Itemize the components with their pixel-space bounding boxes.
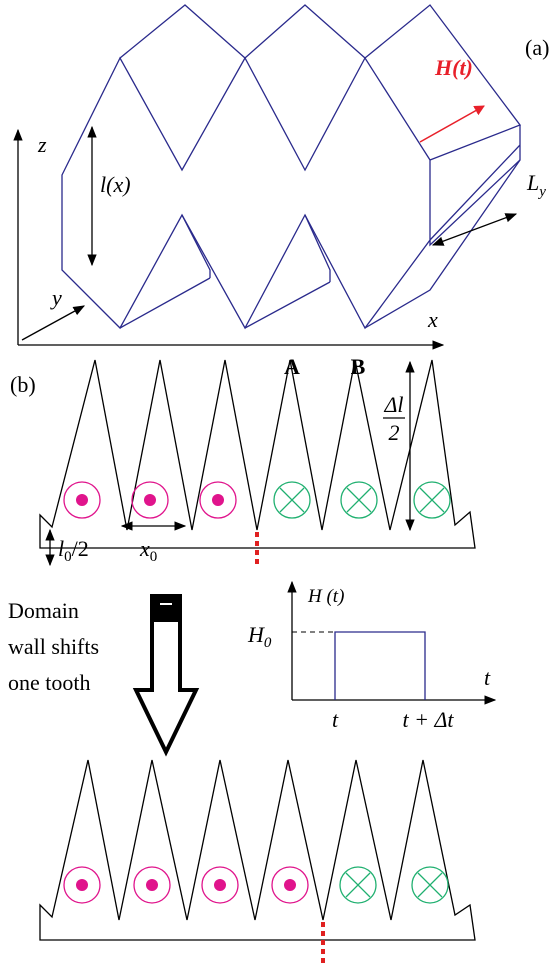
axis-label: z (37, 132, 47, 157)
period-label: x0 (139, 536, 157, 565)
level-main: H (247, 622, 265, 647)
caption-line: wall shifts (8, 634, 99, 659)
height-label: l(x) (100, 172, 131, 197)
shift-arrow (136, 594, 196, 752)
base-rest: /2 (72, 536, 89, 561)
axes-3d (18, 106, 516, 345)
panel-label: (a) (525, 35, 549, 60)
level-sub: 0 (264, 635, 272, 651)
amplitude-denominator: 2 (389, 420, 400, 445)
plot-x-label: t (484, 665, 491, 690)
strip-3d (62, 5, 520, 328)
width-label: Ly (526, 170, 546, 200)
caption-line: Domain (8, 598, 79, 623)
axis-label: x (427, 307, 438, 332)
period-sub: 0 (150, 549, 158, 565)
figure: (a) H(t) z l(x) Ly y x (b) A B Δl 2 l0/2… (0, 0, 557, 963)
period-main: x (139, 536, 150, 561)
width-label-sub: y (537, 184, 546, 200)
base-label: l0/2 (58, 536, 89, 565)
end-label: t + Δt (403, 707, 455, 732)
field-label: H(t) (434, 55, 473, 80)
start-label: t (332, 707, 339, 732)
level-label: H0 (247, 622, 272, 651)
plot-y-label: H (t) (307, 586, 344, 607)
tooth-label: A (284, 354, 300, 379)
axis-label: y (50, 285, 62, 310)
sawtooth (40, 760, 475, 940)
panel-label: (b) (10, 372, 36, 397)
width-label-main: L (526, 170, 539, 195)
base-sub: 0 (64, 549, 72, 565)
tooth-label: B (351, 354, 366, 379)
caption-line: one tooth (8, 670, 91, 695)
amplitude-numerator: Δl (383, 392, 403, 417)
